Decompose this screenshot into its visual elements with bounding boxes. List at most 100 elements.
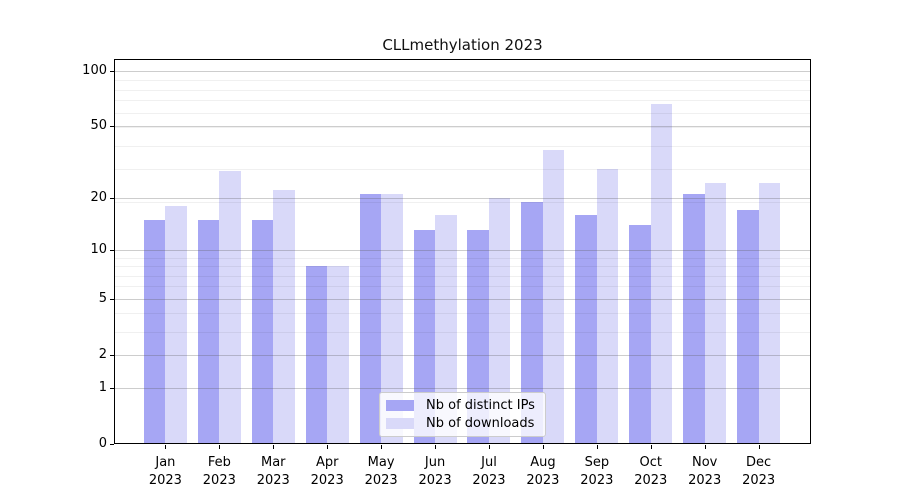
bar-downloads-aug	[542, 149, 565, 444]
y-tick-label: 10	[90, 241, 107, 257]
bar-downloads-sep	[596, 168, 619, 444]
x-tick-label-year: 2023	[310, 473, 344, 488]
bar-downloads-mar	[273, 190, 295, 444]
bar-distinct-ips-aug	[521, 201, 543, 444]
x-tick-label-month: Apr	[315, 455, 339, 470]
bar-downloads-jul	[488, 197, 511, 444]
bar-distinct-ips-jun	[413, 230, 436, 444]
bar-downloads-feb	[219, 171, 241, 444]
x-tick-label-month: Sep	[584, 455, 610, 470]
x-tick-label-month: Aug	[530, 455, 556, 470]
gridline-minor	[115, 257, 810, 259]
x-tick-label-month: Feb	[207, 455, 231, 470]
gridline-minor	[115, 89, 810, 91]
x-tick	[704, 444, 706, 449]
x-tick	[327, 444, 329, 449]
gridline-major	[115, 387, 810, 389]
gridline-minor	[115, 100, 810, 102]
gridline-major	[115, 70, 810, 72]
gridline-minor	[115, 112, 810, 114]
y-tick-label: 100	[82, 62, 107, 78]
x-tick	[381, 444, 383, 449]
x-tick-label-year: 2023	[202, 473, 236, 488]
x-tick-label-year: 2023	[742, 473, 776, 488]
gridline-major	[115, 354, 810, 356]
bar-downloads-oct	[650, 103, 673, 444]
x-tick-label-month: Mar	[260, 455, 286, 470]
x-tick-label-year: 2023	[526, 473, 560, 488]
bar-distinct-ips-nov	[683, 193, 705, 444]
gridline-minor	[115, 313, 810, 315]
x-tick-label-year: 2023	[634, 473, 668, 488]
y-tick-label: 2	[98, 346, 107, 362]
y-tick	[109, 387, 114, 389]
x-tick-label-month: Dec	[746, 455, 772, 470]
bar-distinct-ips-dec	[737, 210, 759, 444]
gridline-minor	[115, 331, 810, 333]
bar-downloads-may	[381, 193, 403, 444]
legend-label-ips: Nb of distinct IPs	[426, 398, 535, 413]
bar-downloads-dec	[758, 183, 781, 444]
y-tick	[109, 70, 114, 72]
y-tick-label: 5	[98, 290, 107, 306]
gridline-minor	[115, 201, 810, 203]
bar-distinct-ips-apr	[305, 266, 328, 444]
y-tick-label: 20	[90, 189, 107, 205]
legend-label-downloads: Nb of downloads	[426, 416, 535, 431]
bar-distinct-ips-feb	[197, 219, 220, 444]
x-tick-label-month: Jul	[481, 455, 497, 470]
x-tick-label-year: 2023	[148, 473, 182, 488]
x-tick	[758, 444, 760, 449]
y-tick-label: 1	[98, 379, 107, 395]
y-tick	[109, 298, 114, 300]
x-tick-label-year: 2023	[580, 473, 614, 488]
x-tick-label-year: 2023	[418, 473, 452, 488]
gridline-minor	[115, 127, 810, 129]
bar-distinct-ips-may	[359, 193, 382, 444]
legend-swatch-downloads	[386, 418, 414, 429]
x-tick	[596, 444, 598, 449]
y-tick	[109, 443, 114, 445]
bar-downloads-jun	[435, 214, 457, 444]
x-tick-label-year: 2023	[364, 473, 398, 488]
x-tick-label-month: Jan	[155, 455, 176, 470]
gridline-minor	[115, 80, 810, 81]
gridline-minor	[115, 145, 810, 147]
gridline-major	[115, 298, 810, 300]
bar-distinct-ips-jul	[467, 230, 489, 444]
y-tick-label: 50	[90, 117, 107, 133]
gridline-minor	[115, 168, 810, 170]
x-tick	[650, 444, 652, 449]
bar-distinct-ips-sep	[575, 214, 597, 444]
x-tick	[165, 444, 167, 449]
gridline-minor	[115, 275, 810, 277]
legend-swatch-ips	[386, 400, 414, 411]
x-tick	[219, 444, 221, 449]
x-tick-label-month: Oct	[639, 455, 662, 470]
x-tick-label-year: 2023	[472, 473, 506, 488]
gridline-minor	[115, 286, 810, 288]
legend: Nb of distinct IPs Nb of downloads	[379, 392, 546, 437]
bar-distinct-ips-jan	[143, 219, 166, 444]
gridline-major	[115, 249, 810, 251]
gridline-major	[115, 197, 810, 199]
bar-distinct-ips-mar	[251, 219, 274, 444]
y-tick-label: 0	[98, 435, 107, 451]
y-tick	[109, 125, 114, 127]
y-tick	[109, 197, 114, 199]
gridline-minor	[115, 266, 810, 267]
gridline-major	[115, 125, 810, 127]
y-tick	[109, 354, 114, 356]
x-tick-label-year: 2023	[688, 473, 722, 488]
x-tick	[273, 444, 275, 449]
y-tick	[109, 249, 114, 251]
x-tick-label-month: Jun	[424, 455, 446, 470]
x-tick	[435, 444, 437, 449]
x-tick-label-month: Nov	[692, 455, 718, 470]
legend-item-downloads: Nb of downloads	[386, 416, 539, 431]
x-tick	[542, 444, 544, 449]
bar-downloads-nov	[704, 183, 727, 444]
legend-item-distinct-ips: Nb of distinct IPs	[386, 398, 539, 413]
bar-downloads-apr	[327, 266, 349, 444]
